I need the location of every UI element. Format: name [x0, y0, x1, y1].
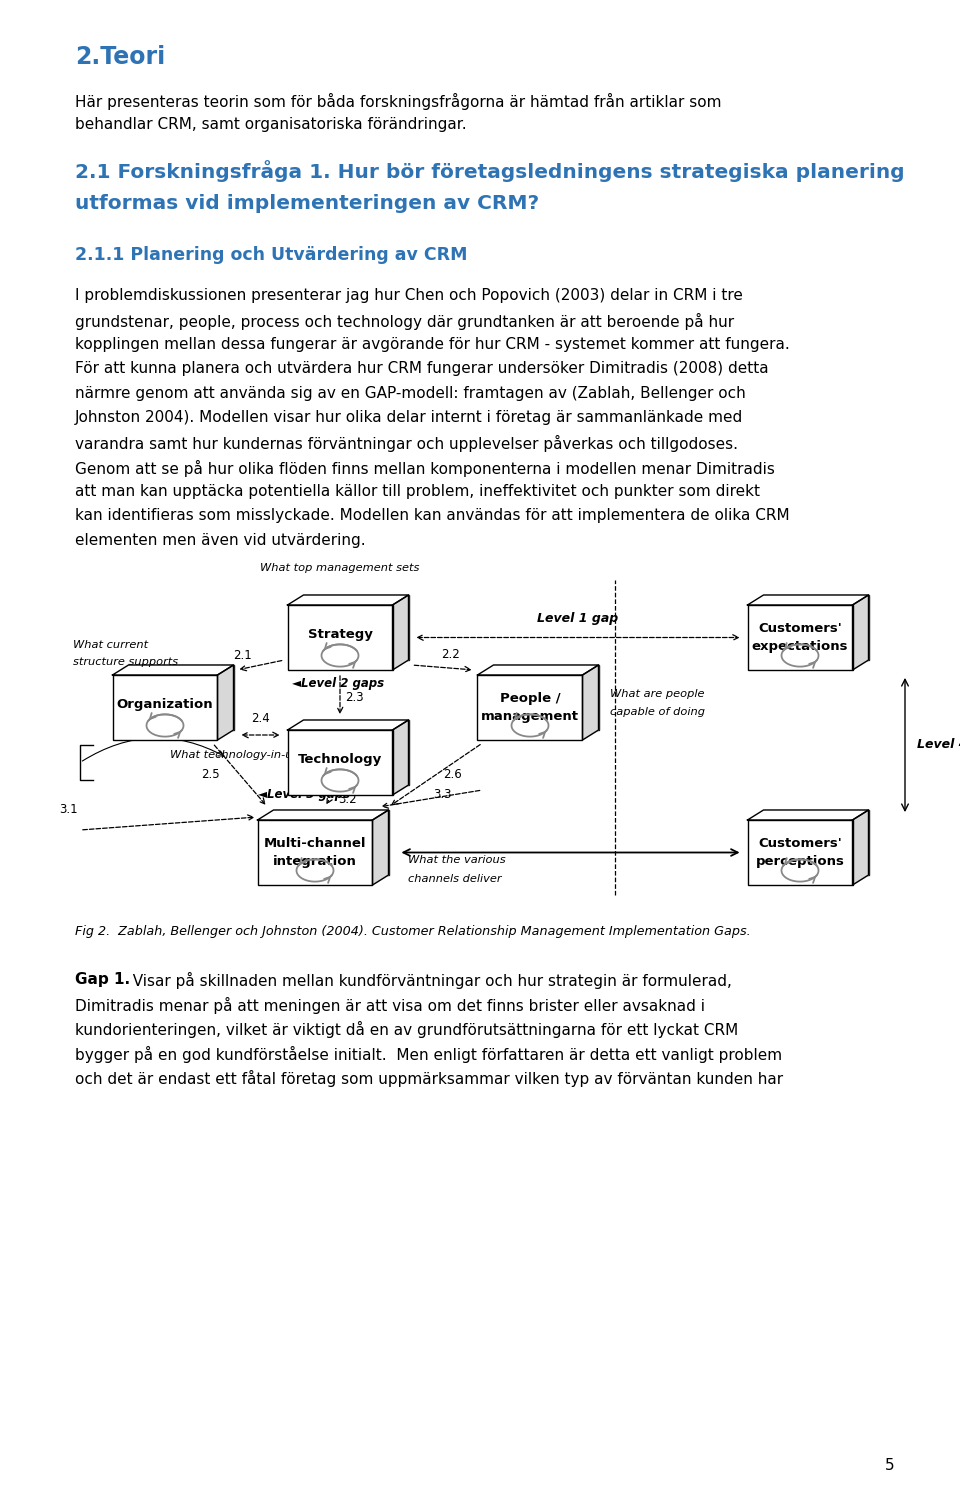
FancyBboxPatch shape	[287, 605, 393, 670]
Text: 2.1.1 Planering och Utvärdering av CRM: 2.1.1 Planering och Utvärdering av CRM	[75, 246, 468, 264]
Text: varandra samt hur kundernas förväntningar och upplevelser påverkas och tillgodos: varandra samt hur kundernas förväntninga…	[75, 434, 738, 452]
Text: People /: People /	[500, 692, 561, 706]
FancyBboxPatch shape	[112, 676, 218, 740]
Polygon shape	[112, 665, 233, 676]
FancyBboxPatch shape	[303, 719, 409, 786]
Text: utformas vid implementeringen av CRM?: utformas vid implementeringen av CRM?	[75, 195, 540, 213]
Text: kan identifieras som misslyckade. Modellen kan användas för att implementera de : kan identifieras som misslyckade. Modell…	[75, 508, 790, 523]
Text: channels deliver: channels deliver	[409, 875, 502, 885]
Text: Genom att se på hur olika flöden finns mellan komponenterna i modellen menar Dim: Genom att se på hur olika flöden finns m…	[75, 460, 775, 477]
Text: kopplingen mellan dessa fungerar är avgörande för hur CRM - systemet kommer att : kopplingen mellan dessa fungerar är avgö…	[75, 336, 790, 351]
Text: 2.4: 2.4	[252, 712, 270, 725]
Text: integration: integration	[273, 855, 357, 869]
Polygon shape	[852, 810, 869, 885]
Text: behandlar CRM, samt organisatoriska förändringar.: behandlar CRM, samt organisatoriska förä…	[75, 118, 467, 133]
Text: management: management	[481, 710, 579, 722]
Text: 2.1 Forskningsfråga 1. Hur bör företagsledningens strategiska planering: 2.1 Forskningsfråga 1. Hur bör företagsl…	[75, 160, 904, 182]
Polygon shape	[748, 810, 869, 820]
Text: Level 4 gap: Level 4 gap	[917, 739, 960, 751]
Text: ◄Level 3 gaps: ◄Level 3 gaps	[257, 789, 349, 801]
Polygon shape	[218, 665, 233, 740]
Text: Strategy: Strategy	[307, 627, 372, 641]
Text: att man kan upptäcka potentiella källor till problem, ineffektivitet och punkter: att man kan upptäcka potentiella källor …	[75, 484, 760, 499]
Text: närmre genom att använda sig av en GAP-modell: framtagen av (Zablah, Bellenger o: närmre genom att använda sig av en GAP-m…	[75, 386, 746, 401]
Text: Customers': Customers'	[758, 837, 842, 851]
Text: 2.6: 2.6	[444, 769, 462, 781]
FancyBboxPatch shape	[257, 820, 372, 885]
Text: bygger på en god kundförståelse initialt.  Men enligt författaren är detta ett v: bygger på en god kundförståelse initialt…	[75, 1045, 782, 1063]
Text: 3.2: 3.2	[338, 793, 356, 805]
FancyBboxPatch shape	[303, 596, 409, 661]
Text: Organization: Organization	[117, 698, 213, 710]
FancyBboxPatch shape	[274, 810, 389, 875]
Text: elementen men även vid utvärdering.: elementen men även vid utvärdering.	[75, 532, 366, 547]
FancyBboxPatch shape	[748, 820, 852, 885]
Text: 2.1: 2.1	[233, 648, 252, 662]
Text: grundstenar, people, process och technology där grundtanken är att beroende på h: grundstenar, people, process och technol…	[75, 312, 734, 330]
Text: Visar på skillnaden mellan kundförväntningar och hur strategin är formulerad,: Visar på skillnaden mellan kundförväntni…	[123, 973, 732, 989]
Polygon shape	[477, 665, 598, 676]
Text: Customers': Customers'	[758, 621, 842, 635]
Text: 3.1: 3.1	[60, 804, 78, 816]
Text: What top management sets: What top management sets	[260, 562, 420, 573]
Polygon shape	[257, 810, 389, 820]
Text: structure supports: structure supports	[73, 657, 179, 667]
Text: Level 1 gap: Level 1 gap	[538, 612, 618, 626]
Text: 2.2: 2.2	[441, 648, 460, 661]
Polygon shape	[287, 719, 409, 730]
Text: What are people: What are people	[611, 689, 705, 700]
Text: capable of doing: capable of doing	[611, 707, 706, 718]
Polygon shape	[393, 719, 409, 795]
Text: Här presenteras teorin som för båda forskningsfrågorna är hämtad från artiklar s: Här presenteras teorin som för båda fors…	[75, 93, 722, 110]
Text: Gap 1.: Gap 1.	[75, 973, 131, 988]
Text: Dimitradis menar på att meningen är att visa om det finns brister eller avsaknad: Dimitradis menar på att meningen är att …	[75, 997, 705, 1013]
Text: perceptions: perceptions	[756, 855, 845, 869]
Text: och det är endast ett fåtal företag som uppmärksammar vilken typ av förväntan ku: och det är endast ett fåtal företag som …	[75, 1071, 783, 1087]
FancyBboxPatch shape	[493, 665, 598, 730]
Text: I problemdiskussionen presenterar jag hur Chen och Popovich (2003) delar in CRM : I problemdiskussionen presenterar jag hu…	[75, 288, 743, 303]
Polygon shape	[583, 665, 598, 740]
Polygon shape	[748, 596, 869, 605]
Text: What the various: What the various	[409, 855, 506, 866]
Text: 2.5: 2.5	[201, 769, 219, 781]
Text: För att kunna planera och utvärdera hur CRM fungerar undersöker Dimitradis (2008: För att kunna planera och utvärdera hur …	[75, 362, 769, 377]
Text: 2.Teori: 2.Teori	[75, 45, 165, 69]
Text: Johnston 2004). Modellen visar hur olika delar internt i företag är sammanlänkad: Johnston 2004). Modellen visar hur olika…	[75, 410, 743, 425]
FancyBboxPatch shape	[763, 810, 869, 875]
Text: 5: 5	[885, 1458, 895, 1473]
Text: 2.3: 2.3	[345, 692, 364, 704]
Text: Multi-channel: Multi-channel	[264, 837, 367, 851]
Text: Technology: Technology	[298, 752, 382, 766]
Polygon shape	[372, 810, 389, 885]
Text: kundorienteringen, vilket är viktigt då en av grundförutsättningarna för ett lyc: kundorienteringen, vilket är viktigt då …	[75, 1021, 738, 1038]
Polygon shape	[393, 596, 409, 670]
Text: Fig 2.  Zablah, Bellenger och Johnston (2004). Customer Relationship Management : Fig 2. Zablah, Bellenger och Johnston (2…	[75, 924, 751, 938]
Text: What current: What current	[73, 639, 148, 650]
FancyBboxPatch shape	[763, 596, 869, 661]
Polygon shape	[852, 596, 869, 670]
Text: ◄Level 2 gaps: ◄Level 2 gaps	[293, 677, 385, 691]
Text: What technology-in-use allows: What technology-in-use allows	[170, 749, 345, 760]
FancyBboxPatch shape	[129, 665, 233, 730]
FancyBboxPatch shape	[477, 676, 583, 740]
Text: 3.3: 3.3	[433, 789, 452, 801]
FancyBboxPatch shape	[748, 605, 852, 670]
Polygon shape	[287, 596, 409, 605]
Text: expectations: expectations	[752, 639, 849, 653]
FancyBboxPatch shape	[287, 730, 393, 795]
